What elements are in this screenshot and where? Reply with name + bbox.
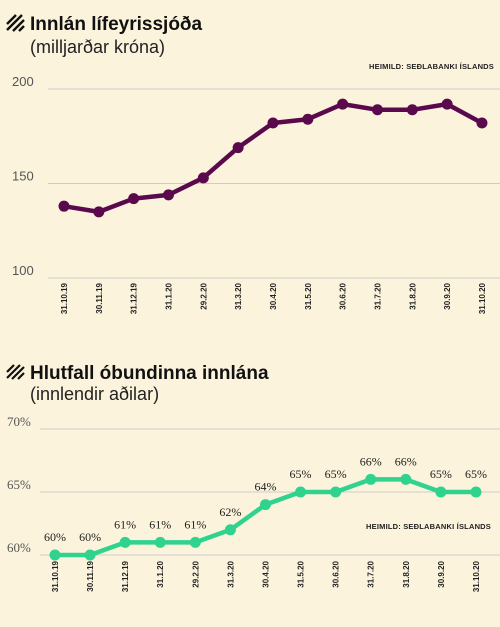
data-label: 61%	[114, 517, 136, 531]
data-point	[259, 499, 271, 511]
x-tick-label: 30.9.20	[437, 560, 446, 587]
y-tick-label: 200	[12, 74, 34, 89]
data-point	[58, 200, 70, 212]
x-tick-label: 31.10.20	[478, 282, 487, 314]
data-point	[232, 142, 244, 154]
x-tick-label: 30.6.20	[339, 282, 348, 309]
data-point	[365, 473, 377, 485]
data-label: 65%	[430, 467, 452, 481]
data-label: 65%	[325, 467, 347, 481]
data-point	[400, 473, 412, 485]
data-label: 60%	[44, 530, 66, 544]
chart1-title: Innlán lífeyrissjóða	[30, 14, 203, 35]
hatch-icon	[6, 14, 25, 32]
data-point	[197, 172, 209, 184]
data-point	[93, 206, 105, 218]
data-point	[441, 98, 453, 110]
chart2-header: Hlutfall óbundinna innlána (innlendir að…	[6, 363, 491, 531]
x-tick-label: 31.7.20	[373, 282, 382, 309]
y-tick-label: 150	[12, 169, 34, 184]
x-tick-label: 30.9.20	[443, 282, 452, 309]
chart1-plot: 100 150 200 31.10.19 30.11.19 31.12.19 31.1.20…	[12, 74, 500, 314]
x-tick-label: 31.5.20	[304, 282, 313, 309]
x-tick-label: 30.6.20	[332, 560, 341, 587]
chart1-source: HEIMILD: SEÐLABANKI ÍSLANDS	[369, 62, 494, 71]
chart2-title: Hlutfall óbundinna innlána	[30, 363, 269, 384]
data-point	[371, 104, 383, 116]
chart1-header: Innlán lífeyrissjóða (milljarðar króna) …	[6, 14, 494, 71]
data-point	[189, 536, 201, 548]
data-point	[476, 117, 488, 129]
x-tick-label: 31.3.20	[234, 282, 243, 309]
x-tick-label: 31.10.19	[60, 282, 69, 314]
chart2-plot: 60% 65% 70% 60% 60% 61% 61% 61% 62% 64% 65% 65% 66% 6…	[7, 414, 500, 592]
chart1-subtitle: (milljarðar króna)	[30, 37, 165, 57]
data-label: 60%	[79, 530, 101, 544]
x-tick-label: 31.1.20	[164, 282, 173, 309]
data-label: 61%	[149, 517, 171, 531]
y-tick-label: 100	[12, 263, 34, 278]
data-point	[302, 113, 314, 125]
x-tick-label: 30.4.20	[269, 282, 278, 309]
data-point	[330, 486, 342, 498]
x-tick-label: 31.1.20	[156, 560, 165, 587]
data-point	[119, 536, 131, 548]
data-point	[49, 549, 61, 561]
data-point	[224, 524, 236, 536]
chart2-source: HEIMILD: SEÐLABANKI ÍSLANDS	[366, 522, 491, 531]
data-point	[470, 486, 482, 498]
y-tick-label: 60%	[7, 540, 31, 555]
x-tick-label: 29.2.20	[199, 282, 208, 309]
data-point	[295, 486, 307, 498]
x-tick-label: 31.10.20	[472, 560, 481, 592]
x-tick-label: 30.11.19	[95, 282, 104, 313]
data-label: 62%	[219, 505, 241, 519]
x-tick-label: 31.8.20	[408, 282, 417, 309]
x-tick-label: 30.4.20	[261, 560, 270, 587]
y-tick-label: 65%	[7, 477, 31, 492]
data-point	[162, 189, 174, 201]
chart2-subtitle: (innlendir aðilar)	[30, 384, 159, 404]
x-tick-label: 31.8.20	[402, 560, 411, 587]
data-point	[435, 486, 447, 498]
x-tick-label: 31.12.19	[130, 282, 139, 314]
x-tick-label: 31.12.19	[121, 560, 130, 592]
data-label: 65%	[465, 467, 487, 481]
data-point	[128, 193, 140, 205]
data-point	[154, 536, 166, 548]
x-tick-label: 30.11.19	[86, 560, 95, 591]
data-label: 61%	[184, 517, 206, 531]
data-label: 64%	[254, 480, 276, 494]
hatch-icon	[6, 364, 25, 380]
data-label: 66%	[395, 454, 417, 468]
data-point	[84, 549, 96, 561]
x-tick-label: 31.10.19	[51, 560, 60, 592]
x-tick-label: 31.7.20	[367, 560, 376, 587]
x-tick-label: 31.3.20	[226, 560, 235, 587]
data-point	[267, 117, 279, 129]
x-tick-label: 29.2.20	[191, 560, 200, 587]
data-point	[337, 98, 349, 110]
x-tick-label: 31.5.20	[297, 560, 306, 587]
data-label: 65%	[290, 467, 312, 481]
data-point	[406, 104, 418, 116]
data-label: 66%	[360, 454, 382, 468]
y-tick-label: 70%	[7, 414, 31, 429]
